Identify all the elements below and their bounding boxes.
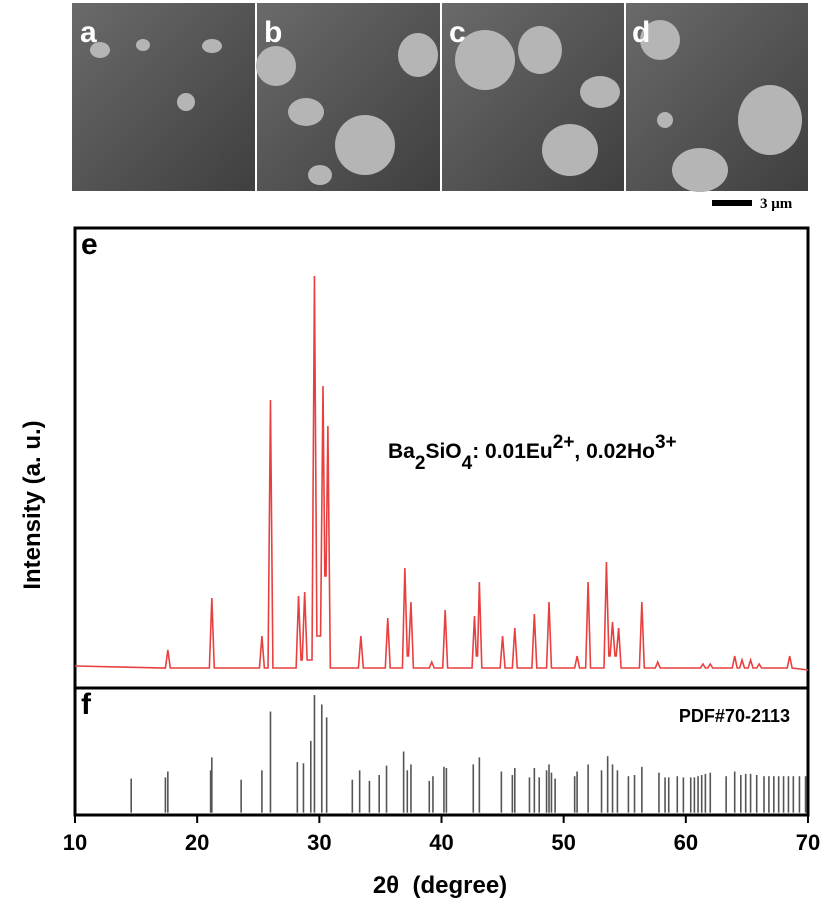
panel-label: c: [449, 16, 466, 49]
x-tick-label: 70: [796, 830, 820, 855]
sem-panel: [72, 3, 255, 191]
xrd-line: [74, 275, 809, 671]
annotation: PDF#70-2113: [679, 706, 790, 726]
annotation-part: : 0.01Eu: [472, 440, 553, 463]
x-tick-label: 30: [307, 830, 331, 855]
x-tick-label: 50: [551, 830, 575, 855]
panel-label: b: [264, 16, 282, 49]
annotation-part: 4: [462, 453, 473, 474]
panel-label: d: [632, 16, 650, 49]
annotation-part: 2+: [553, 432, 575, 453]
panel-label: e: [81, 228, 98, 261]
sem-images: [72, 3, 808, 192]
annotation-part: , 0.02Ho: [574, 440, 655, 463]
y-axis-label: Intensity (a. u.): [19, 420, 46, 589]
x-tick-label: 10: [63, 830, 87, 855]
particles: [90, 20, 802, 192]
x-axis-label: 2θ (degree): [373, 872, 507, 899]
panel-label: f: [81, 688, 92, 721]
annotation-part: 3+: [655, 432, 677, 453]
panel-label: a: [80, 16, 97, 49]
annotation-part: SiO: [425, 440, 461, 463]
x-tick-label: 20: [185, 830, 209, 855]
scale-bar-label: 3 μm: [760, 196, 793, 212]
annotation-part: 2: [415, 453, 426, 474]
x-tick-label: 40: [429, 830, 453, 855]
annotation: Ba2SiO4: 0.01Eu2+, 0.02Ho3+: [388, 432, 677, 474]
annotation-part: Ba: [388, 440, 415, 463]
x-tick-label: 60: [674, 830, 698, 855]
plot-frame: [73, 226, 810, 817]
